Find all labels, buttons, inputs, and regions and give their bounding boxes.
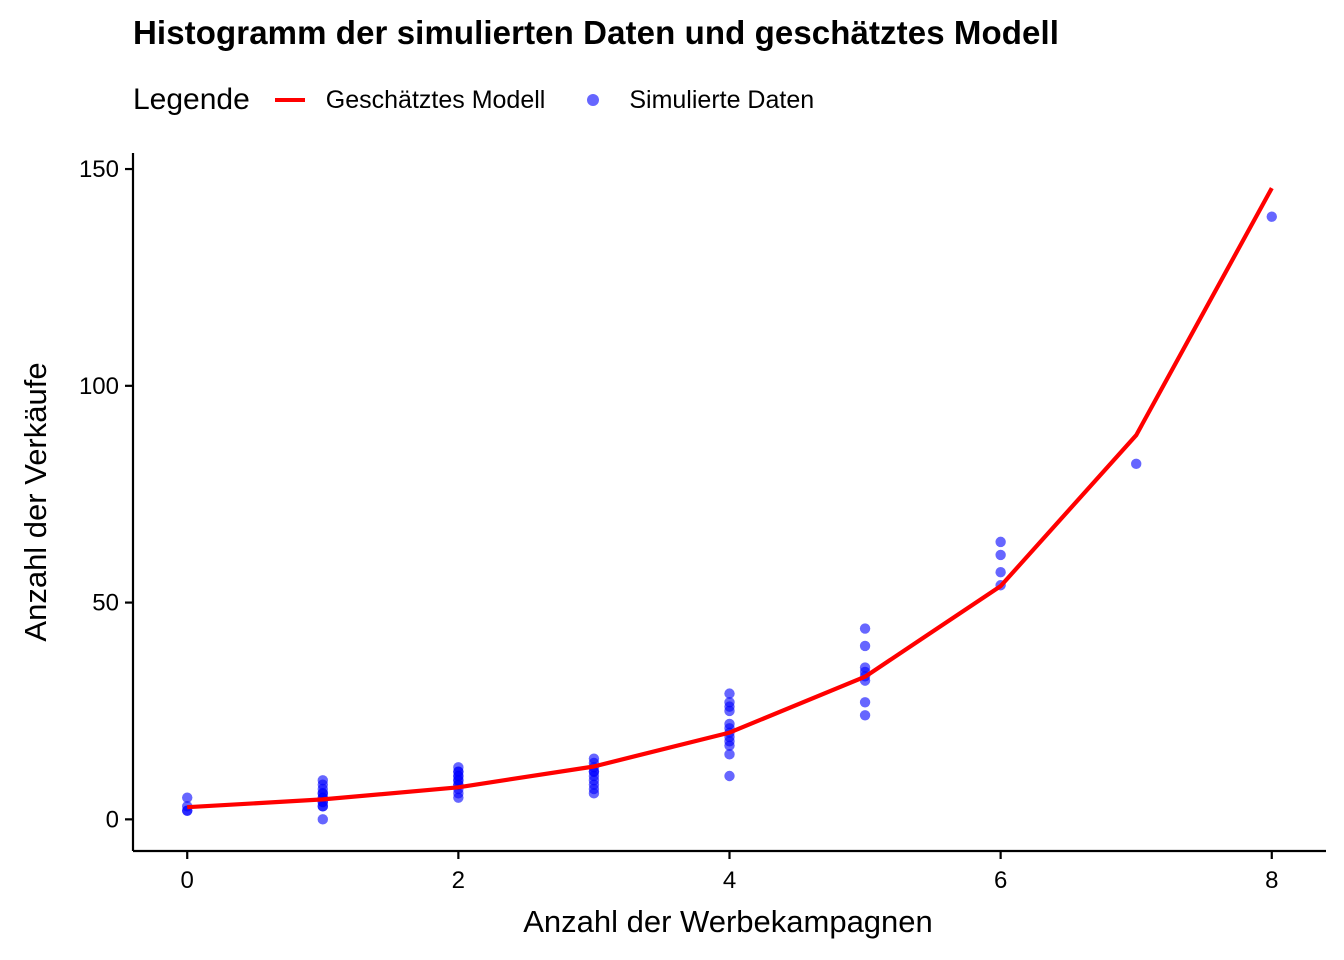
- legend: Legende Geschätztes Modell Simulierte Da…: [133, 80, 844, 120]
- data-point: [1131, 458, 1142, 470]
- legend-entry-model: Geschätztes Modell: [272, 82, 546, 118]
- y-axis-title: Anzahl der Verkäufe: [18, 362, 53, 641]
- data-point: [859, 623, 871, 634]
- data-point: [182, 792, 193, 803]
- data-point: [317, 814, 328, 825]
- data-point: [995, 536, 1006, 548]
- legend-point-key: [575, 82, 611, 118]
- data-point: [995, 549, 1006, 561]
- x-axis-title: Anzahl der Werbekampagnen: [523, 904, 933, 939]
- y-tick-label: 50: [92, 590, 119, 617]
- legend-title: Legende: [133, 83, 250, 116]
- data-point: [724, 688, 735, 699]
- legend-label-data: Simulierte Daten: [629, 85, 815, 114]
- data-point: [859, 697, 871, 708]
- data-point: [724, 770, 735, 782]
- data-point: [724, 705, 735, 717]
- axes: 0 2 4 6 8 0 50 100 150: [79, 153, 1326, 894]
- x-tick-label: 6: [994, 867, 1007, 894]
- data-point: [317, 801, 328, 812]
- legend-label-model: Geschätztes Modell: [325, 85, 546, 114]
- y-tick-label: 0: [106, 806, 119, 833]
- legend-line-key: [272, 82, 308, 118]
- x-tick-label: 2: [452, 867, 465, 894]
- y-tick-label: 150: [79, 156, 119, 183]
- data-point: [859, 710, 871, 721]
- x-tick-label: 0: [181, 867, 194, 894]
- model-line-layer: [187, 187, 1274, 810]
- data-point: [453, 792, 464, 803]
- data-point: [588, 788, 600, 799]
- y-tick-label: 100: [79, 373, 119, 400]
- data-point: [995, 567, 1006, 578]
- data-point: [1266, 211, 1277, 222]
- legend-entry-data: Simulierte Daten: [575, 82, 814, 118]
- data-point: [859, 640, 871, 652]
- data-point: [724, 749, 735, 760]
- x-tick-label: 8: [1265, 867, 1278, 894]
- chart-title: Histogramm der simulierten Daten und ges…: [133, 14, 1060, 51]
- model-line: [187, 187, 1274, 810]
- x-tick-label: 4: [723, 867, 736, 894]
- data-point: [724, 740, 735, 751]
